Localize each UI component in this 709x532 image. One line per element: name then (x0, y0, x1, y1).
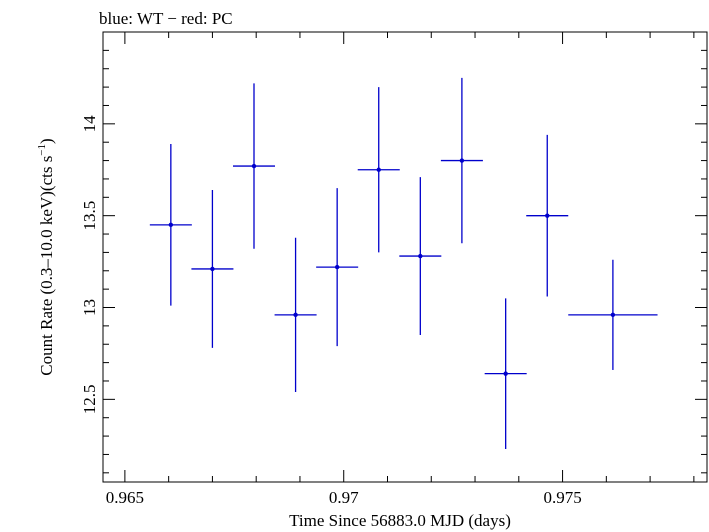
chart-title: blue: WT − red: PC (99, 9, 233, 28)
point-marker (459, 158, 465, 163)
y-tick-label: 12.5 (80, 384, 99, 414)
x-axis-label: Time Since 56883.0 MJD (days) (289, 511, 511, 530)
y-tick-label: 14 (80, 115, 99, 133)
axis-ticks (103, 31, 707, 482)
point-marker (545, 213, 550, 218)
point-marker (334, 264, 340, 270)
point-marker (251, 163, 257, 169)
y-axis-label-main: Count Rate (0.3–10.0 keV)(cts s (37, 156, 56, 376)
point-marker (293, 312, 298, 318)
data-point (191, 189, 234, 348)
data-point (399, 177, 442, 336)
data-point (316, 188, 359, 347)
y-tick-label: 13 (80, 299, 99, 316)
data-point (274, 237, 317, 392)
data-points (149, 77, 658, 449)
point-marker (168, 222, 174, 228)
x-tick-label: 0.975 (543, 488, 581, 507)
x-tick-label: 0.965 (106, 488, 144, 507)
point-marker (210, 266, 215, 272)
point-marker (376, 167, 381, 172)
x-tick-label: 0.97 (329, 488, 359, 507)
data-point (526, 134, 569, 297)
y-axis-label-end: ) (37, 138, 56, 144)
point-marker (610, 312, 616, 318)
tick-labels: 0.965 0.97 0.975 12.5 13 13.5 14 (80, 115, 582, 507)
data-point (232, 83, 276, 249)
data-point (149, 144, 192, 306)
y-tick-label: 13.5 (80, 201, 99, 231)
plot-frame (102, 31, 708, 483)
point-marker (503, 371, 508, 376)
data-point (440, 77, 483, 244)
y-axis-label-sup: −1 (36, 144, 48, 156)
y-axis-label: Count Rate (0.3–10.0 keV)(cts s−1) (36, 138, 56, 375)
point-marker (418, 253, 423, 259)
data-point (484, 298, 527, 449)
data-point (357, 87, 400, 253)
data-point (568, 259, 658, 370)
